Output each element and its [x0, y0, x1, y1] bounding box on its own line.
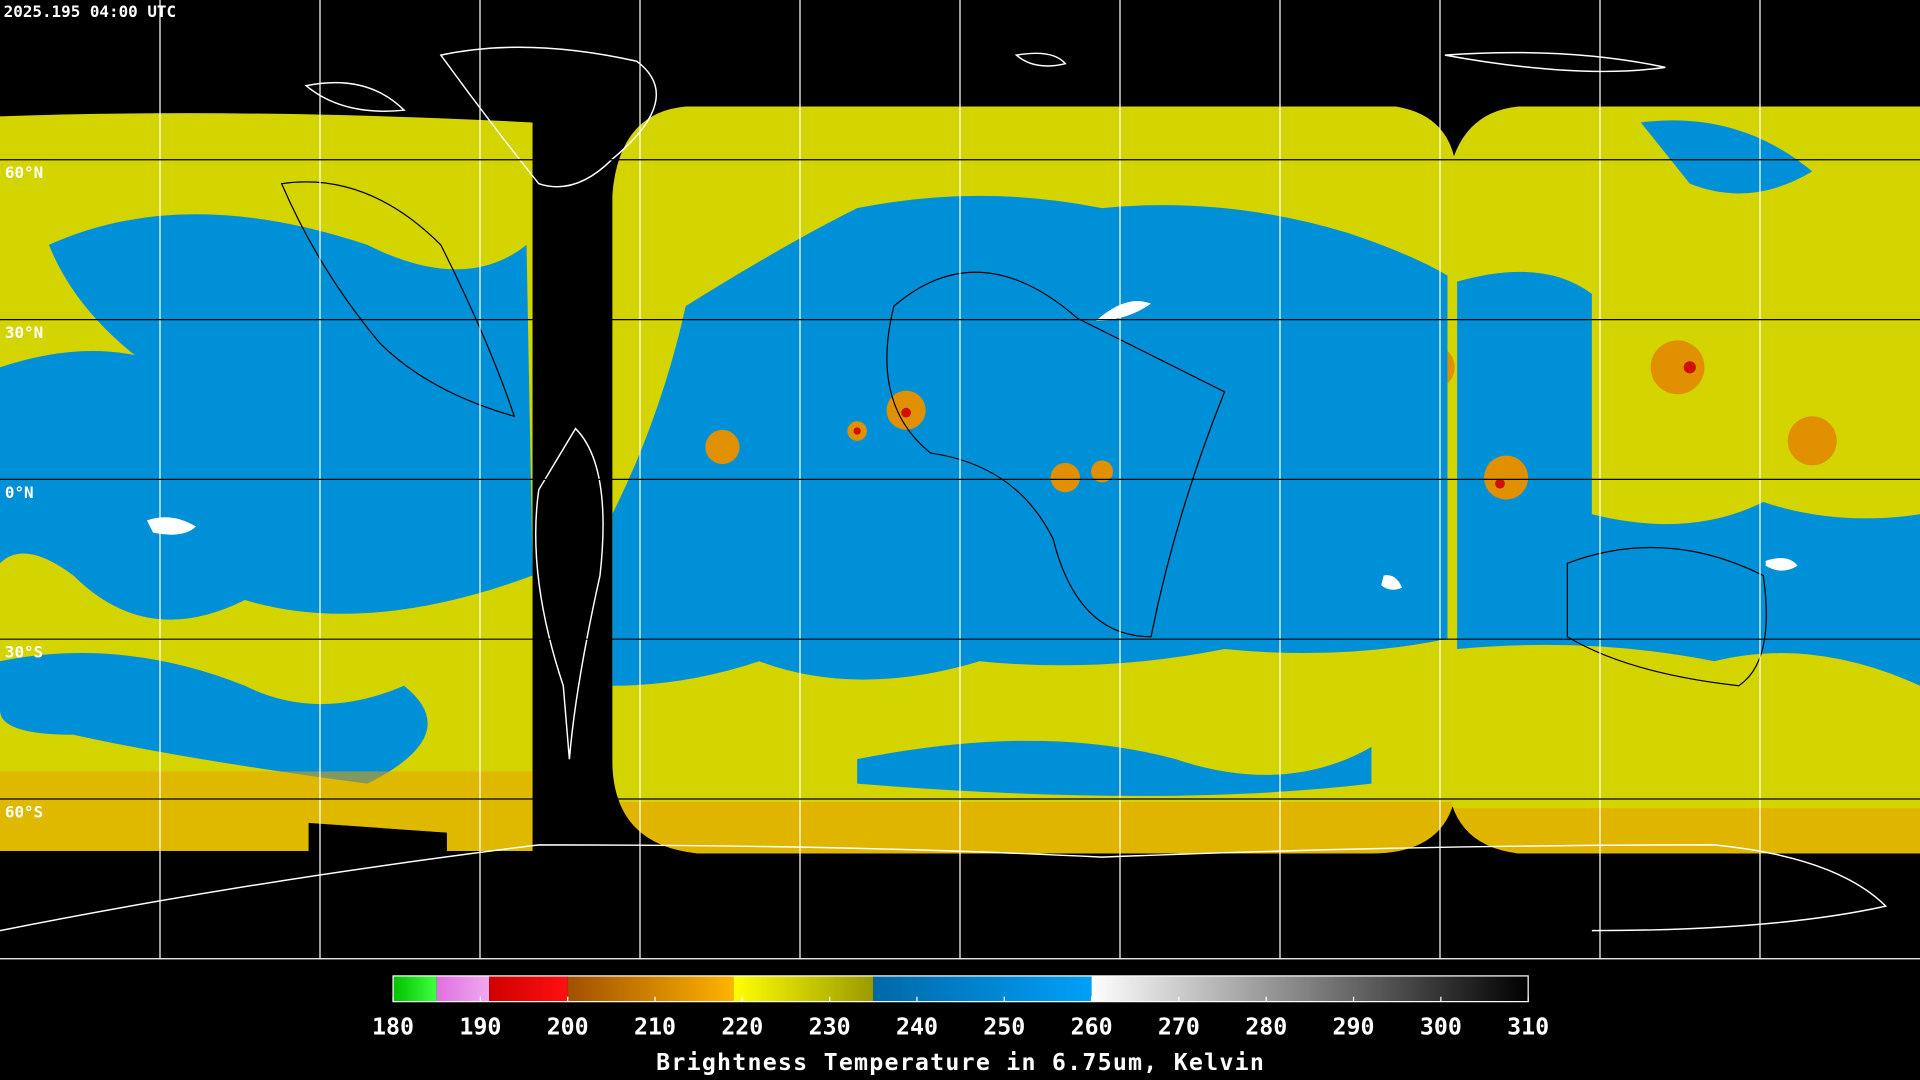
lat-label: 60°N: [5, 163, 43, 182]
colorbar-tick-label: 280: [1245, 1014, 1287, 1041]
colorbar-segment: [567, 975, 734, 1002]
colorbar-tick-label: 230: [809, 1014, 851, 1041]
lat-label: 60°S: [5, 802, 43, 821]
colorbar-tick-label: 220: [721, 1014, 763, 1041]
colorbar-tick-label: 200: [547, 1014, 589, 1041]
lat-labels: 60°N 30°N 0°N 30°S 60°S: [5, 163, 43, 821]
colorbar-frame: [392, 975, 1529, 1003]
colorbar-tick-label: 250: [983, 1014, 1025, 1041]
coastlines: [0, 46, 1888, 932]
colorbar-tick-label: 310: [1507, 1014, 1549, 1041]
colorbar-tick-label: 300: [1420, 1014, 1462, 1041]
colorbar-segment: [489, 975, 568, 1002]
colorbar: 180 190 200 210 220 230 240 250 260 270 280 290 300 3…: [372, 975, 1549, 1076]
east-sector: [1447, 106, 1920, 854]
lat-label: 30°N: [5, 323, 43, 342]
colorbar-tick-label: 270: [1158, 1014, 1200, 1041]
colorbar-segment: [393, 975, 437, 1002]
lat-label: 30°S: [5, 643, 43, 662]
center-sector: [612, 106, 1458, 854]
colorbar-tick-label: 260: [1071, 1014, 1113, 1041]
timestamp: 2025.195 04:00 UTC: [4, 2, 176, 21]
colorbar-title: Brightness Temperature in 6.75um, Kelvin: [656, 1049, 1265, 1076]
land-outlines: [280, 181, 1767, 687]
colorbar-segment: [1091, 975, 1529, 1002]
colorbar-segment: [733, 975, 874, 1002]
colorbar-tick-label: 210: [634, 1014, 676, 1041]
west-sector: [0, 113, 533, 852]
colorbar-segment: [873, 975, 1092, 1002]
colorbar-tick-label: 240: [896, 1014, 938, 1041]
lat-label: 0°N: [5, 483, 34, 502]
colorbar-segment: [436, 975, 490, 1002]
graticule: [0, 0, 1920, 960]
colorbar-tick-label: 190: [459, 1014, 501, 1041]
colorbar-tick-label: 290: [1333, 1014, 1375, 1041]
colorbar-tick-label: 180: [372, 1014, 414, 1041]
